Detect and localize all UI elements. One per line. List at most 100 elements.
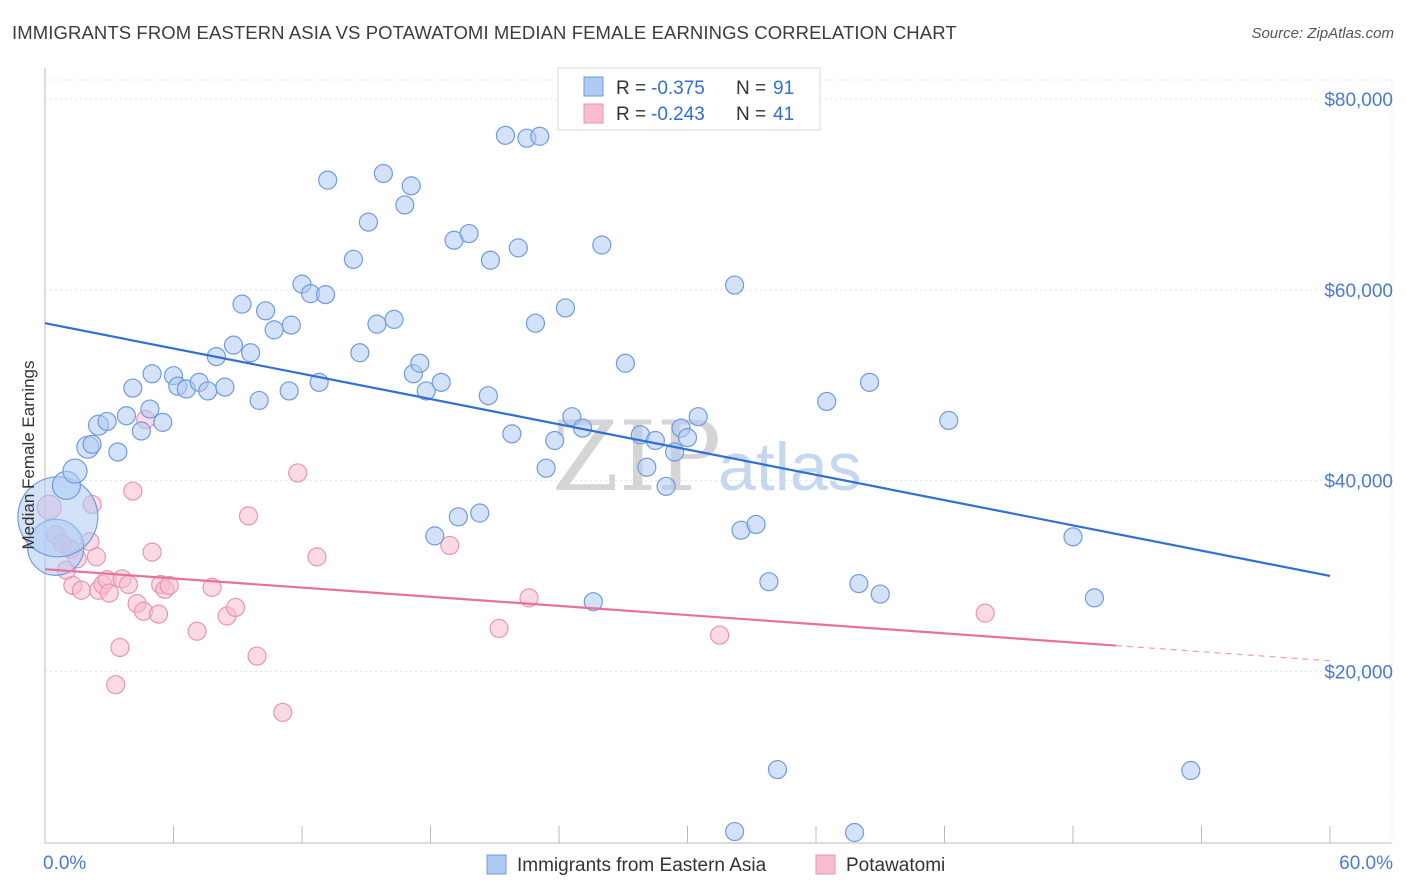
bottom-legend-label-1: Immigrants from Eastern Asia xyxy=(517,855,767,876)
potawatomi-point-40 xyxy=(710,625,730,645)
eastern-asia-point-42 xyxy=(401,176,421,196)
eastern-asia-point-75 xyxy=(688,407,708,427)
potawatomi-point-38 xyxy=(489,618,509,639)
eastern-asia-point-29 xyxy=(281,315,301,335)
potawatomi-point-10 xyxy=(86,547,107,567)
potawatomi-point-15 xyxy=(106,675,126,695)
legend-n-label-2: N = xyxy=(736,104,766,125)
eastern-asia-point-14 xyxy=(153,412,173,432)
eastern-asia-point-70 xyxy=(645,430,665,451)
eastern-asia-point-59 xyxy=(530,126,550,146)
y-tick-label-1: $40,000 xyxy=(1324,472,1393,493)
eastern-asia-point-32 xyxy=(315,284,336,305)
eastern-asia-point-65 xyxy=(583,592,603,612)
eastern-asia-point-37 xyxy=(358,212,378,232)
eastern-asia-point-21 xyxy=(215,377,235,397)
eastern-asia-point-78 xyxy=(746,514,766,535)
eastern-asia-point-34 xyxy=(318,170,338,190)
eastern-asia-point-5 xyxy=(82,434,102,454)
eastern-asia-point-35 xyxy=(343,249,363,269)
potawatomi-point-14 xyxy=(99,583,119,603)
eastern-asia-point-23 xyxy=(232,294,252,314)
chart-title: IMMIGRANTS FROM EASTERN ASIA VS POTAWATO… xyxy=(12,22,957,43)
eastern-asia-trend-line xyxy=(44,322,1331,578)
potawatomi-point-33 xyxy=(247,646,267,666)
potawatomi-point-36 xyxy=(307,547,327,567)
eastern-asia-point-49 xyxy=(448,507,468,527)
potawatomi-point-35 xyxy=(288,463,308,483)
eastern-asia-point-82 xyxy=(817,391,837,412)
eastern-asia-point-84 xyxy=(859,372,880,392)
y-axis-label: Median Female Earnings xyxy=(19,361,38,550)
eastern-asia-point-8 xyxy=(108,442,128,462)
watermark-atlas: atlas xyxy=(718,429,862,505)
trend-lines xyxy=(44,322,1331,662)
eastern-asia-point-44 xyxy=(410,353,430,373)
eastern-asia-point-27 xyxy=(264,320,284,340)
eastern-asia-point-90 xyxy=(844,822,865,843)
potawatomi-point-37 xyxy=(440,535,460,556)
eastern-asia-point-47 xyxy=(431,372,451,392)
eastern-asia-point-41 xyxy=(395,195,415,215)
eastern-asia-point-53 xyxy=(480,250,501,270)
legend-r-value-2: -0.243 xyxy=(651,104,705,125)
potawatomi-point-7 xyxy=(71,580,92,600)
eastern-asia-point-22 xyxy=(223,335,244,355)
y-tick-label-0: $20,000 xyxy=(1324,662,1393,683)
legend-r-value-1: -0.375 xyxy=(651,78,705,99)
eastern-asia-point-52 xyxy=(478,386,498,406)
potawatomi-trend-line xyxy=(44,568,1116,647)
potawatomi-point-16 xyxy=(110,637,130,658)
potawatomi-point-31 xyxy=(226,597,246,618)
legend-box: R = -0.375 N = 91 R = -0.243 N = 41 xyxy=(557,67,821,131)
legend-swatch-blue xyxy=(583,76,604,97)
potawatomi-point-32 xyxy=(238,506,259,526)
eastern-asia-point-55 xyxy=(502,424,522,444)
eastern-asia-point-71 xyxy=(656,476,676,496)
legend-n-value-2: 41 xyxy=(773,104,794,125)
bottom-legend-swatch-blue xyxy=(486,854,507,875)
eastern-asia-point-28 xyxy=(279,381,299,401)
eastern-asia-point-69 xyxy=(637,457,657,477)
bottom-legend-swatch-pink xyxy=(815,854,836,875)
eastern-asia-point-9 xyxy=(116,406,136,426)
eastern-asia-point-58 xyxy=(525,313,546,333)
potawatomi-point-41 xyxy=(975,603,995,623)
eastern-asia-point-10 xyxy=(123,378,143,398)
potawatomi-point-18 xyxy=(118,574,139,595)
eastern-asia-point-40 xyxy=(384,309,404,329)
eastern-asia-point-36 xyxy=(350,343,370,363)
y-tick-label-3: $80,000 xyxy=(1324,90,1393,111)
eastern-asia-point-39 xyxy=(373,163,393,184)
potawatomi-point-27 xyxy=(159,575,179,596)
legend-r-label-1: R = xyxy=(616,78,646,99)
legend-n-label-1: N = xyxy=(736,78,766,99)
eastern-asia-point-54 xyxy=(495,125,516,145)
eastern-asia-point-86 xyxy=(939,410,959,431)
eastern-asia-points xyxy=(17,125,1201,843)
legend-r-label-2: R = xyxy=(616,104,646,125)
eastern-asia-point-79 xyxy=(759,572,779,592)
source-label: Source: ZipAtlas.com xyxy=(1251,25,1394,42)
eastern-asia-point-67 xyxy=(615,353,635,373)
eastern-asia-point-83 xyxy=(849,573,869,594)
potawatomi-point-24 xyxy=(148,604,169,624)
eastern-asia-point-66 xyxy=(592,235,612,255)
x-tick-labels: 0.0% 60.0% xyxy=(43,853,1393,874)
axes xyxy=(44,68,1392,844)
bottom-legend: Immigrants from Eastern Asia Potawatomi xyxy=(486,854,945,876)
eastern-asia-point-46 xyxy=(425,526,445,546)
eastern-asia-point-12 xyxy=(140,399,160,419)
y-tick-labels: $20,000 $40,000 $60,000 $80,000 xyxy=(1324,90,1393,683)
grid-lines xyxy=(45,79,1393,843)
eastern-asia-point-24 xyxy=(241,343,261,363)
legend-swatch-pink xyxy=(583,103,604,124)
eastern-asia-point-80 xyxy=(767,759,788,780)
potawatomi-point-29 xyxy=(202,577,222,597)
eastern-asia-point-87 xyxy=(1063,527,1083,547)
eastern-asia-point-3 xyxy=(62,458,88,484)
eastern-asia-point-62 xyxy=(555,298,576,318)
eastern-asia-point-88 xyxy=(1084,588,1105,608)
eastern-asia-point-51 xyxy=(470,503,490,523)
